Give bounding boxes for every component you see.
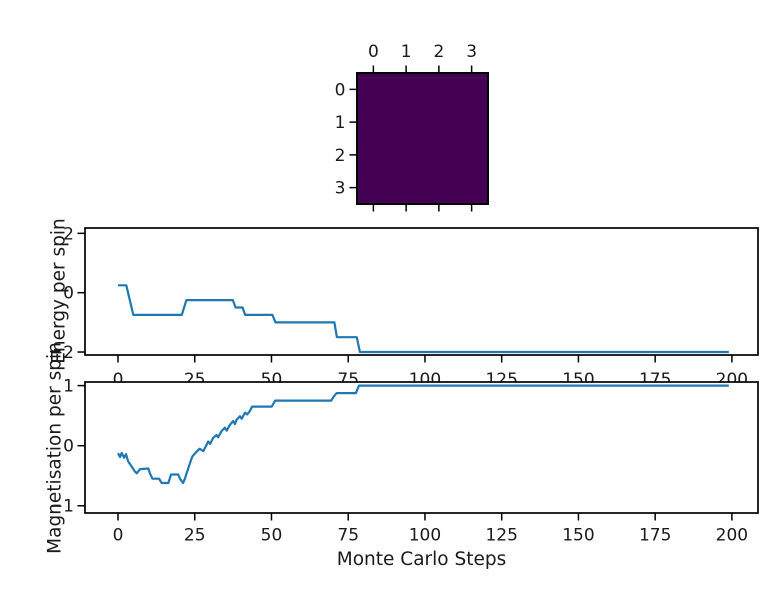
energy-y-tick-label: 2	[63, 224, 74, 244]
magnetisation-x-tick-label: 175	[639, 526, 671, 546]
magnetisation-x-tick-label: 25	[184, 526, 206, 546]
magnetisation-plot-area	[85, 382, 758, 513]
magnetisation-y-tick-label: −1	[49, 497, 74, 517]
magnetisation-x-tick-label: 0	[113, 526, 124, 546]
heatmap-axes-frame	[356, 72, 489, 205]
heatmap-x-tick-label: 3	[466, 42, 477, 62]
heatmap-y-tick-label: 1	[335, 113, 346, 133]
magnetisation-axes-frame	[84, 381, 759, 514]
heatmap-x-tick-label: 2	[433, 42, 444, 62]
heatmap-x-tick-label: 1	[401, 42, 412, 62]
magnetisation-y-axis-label: Magnetisation per spin	[44, 342, 66, 554]
x-axis-label: Monte Carlo Steps	[336, 549, 507, 570]
magnetisation-x-tick-label: 150	[562, 526, 594, 546]
energy-axes-frame	[84, 227, 759, 356]
magnetisation-y-tick-label: 1	[63, 377, 74, 397]
magnetisation-y-tick-label: 0	[63, 437, 74, 457]
magnetisation-x-tick-label: 100	[409, 526, 441, 546]
energy-x-tick-label: 0	[113, 370, 124, 390]
energy-plot-area	[85, 228, 758, 355]
energy-series-line	[118, 284, 729, 354]
energy-y-tick-label: −2	[49, 343, 74, 363]
heatmap-y-tick-label: 0	[335, 80, 346, 100]
magnetisation-x-tick-label: 125	[485, 526, 517, 546]
heatmap-x-tick-label: 0	[368, 42, 379, 62]
magnetisation-series-line	[117, 384, 729, 485]
heatmap-y-tick-label: 2	[335, 146, 346, 166]
energy-y-tick-label: 0	[63, 284, 74, 304]
magnetisation-x-tick-label: 200	[716, 526, 748, 546]
magnetisation-x-tick-label: 75	[337, 526, 359, 546]
magnetisation-x-tick-label: 50	[261, 526, 283, 546]
heatmap-y-tick-label: 3	[335, 179, 346, 199]
heatmap-cell-grid	[357, 73, 488, 204]
